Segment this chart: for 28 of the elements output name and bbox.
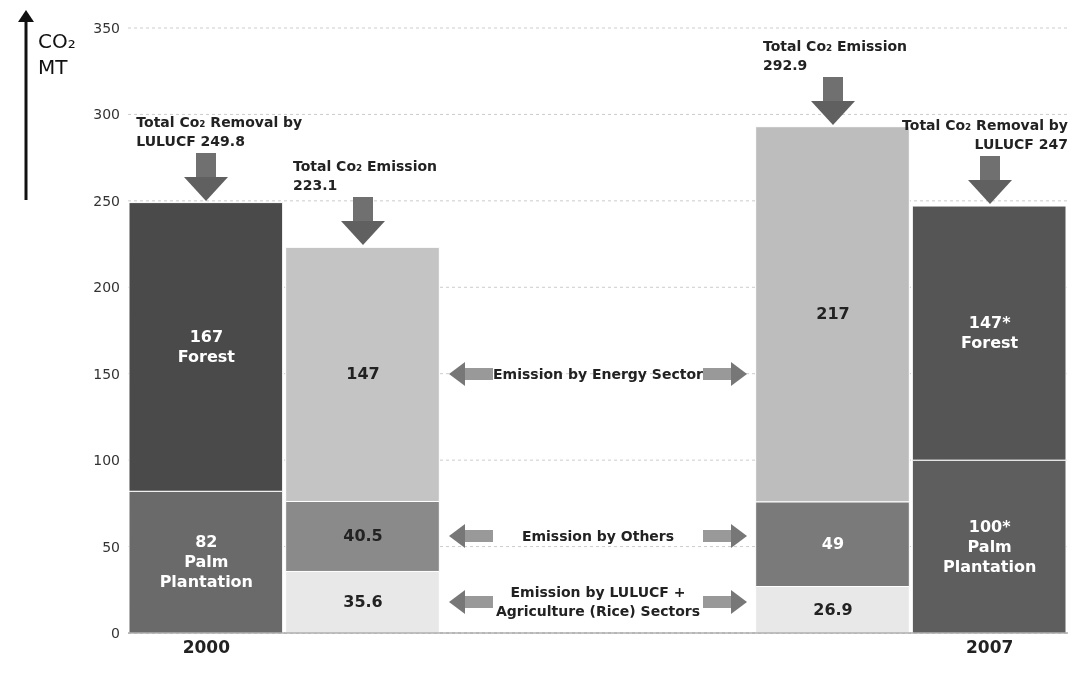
annotation: Total Co₂ Removal by LULUCF 247 xyxy=(901,116,1068,155)
y-tick-label: 250 xyxy=(93,192,120,209)
y-tick-label: 0 xyxy=(111,624,120,641)
y-tick-label: 300 xyxy=(93,106,120,123)
y-tick-label: 350 xyxy=(93,19,120,36)
data-label: 35.6 xyxy=(342,592,384,613)
data-label: 217 xyxy=(815,304,851,325)
annotation: Emission by Energy Sector xyxy=(492,364,704,384)
data-label: 147 xyxy=(345,364,381,385)
data-label: 167 Forest xyxy=(176,326,236,367)
data-label: 82 Palm Plantation xyxy=(158,532,254,593)
y-axis-title: CO₂ MT xyxy=(38,28,77,80)
data-label: 40.5 xyxy=(342,526,384,547)
data-label: 100* Palm Plantation xyxy=(941,516,1038,577)
y-tick-label: 50 xyxy=(102,538,120,555)
annotation: Total Co₂ Emission 223.1 xyxy=(293,157,439,196)
annotation: Emission by Others xyxy=(520,526,676,546)
annotation: Emission by LULUCF + Agriculture (Rice) Sectors xyxy=(495,583,701,622)
y-tick-label: 200 xyxy=(93,279,120,296)
y-tick-label: 100 xyxy=(93,452,120,469)
y-tick-label: 150 xyxy=(93,365,120,382)
data-label: 49 xyxy=(820,534,846,555)
x-tick-label: 2007 xyxy=(966,637,1014,658)
data-label: 26.9 xyxy=(812,599,854,620)
annotation: Total Co₂ Removal by LULUCF 249.8 xyxy=(136,112,304,151)
annotation: Total Co₂ Emission 292.9 xyxy=(763,36,909,75)
data-label: 147* Forest xyxy=(960,313,1020,354)
x-tick-label: 2000 xyxy=(182,637,231,658)
